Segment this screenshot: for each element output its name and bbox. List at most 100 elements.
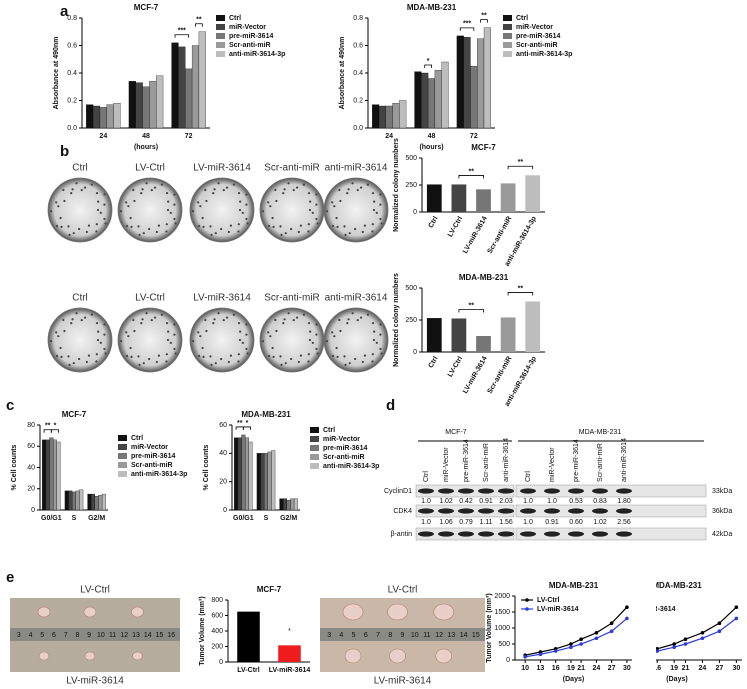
legend-swatch: [503, 15, 512, 21]
blot-band: [520, 531, 536, 537]
colony: [348, 232, 351, 235]
colony: [60, 225, 63, 228]
blot-band: [418, 488, 434, 494]
colony: [287, 312, 290, 315]
significance-bracket: [458, 309, 484, 313]
colony: [153, 316, 157, 319]
colony: [237, 360, 240, 363]
legend-swatch: [310, 463, 319, 469]
ruler-number: 15: [156, 632, 164, 639]
bar: [241, 434, 246, 511]
bar: [98, 494, 103, 511]
significance-bracket: [174, 34, 190, 38]
colony: [145, 182, 148, 185]
y-tick-label: 0.8: [67, 15, 77, 22]
bar: [56, 441, 61, 511]
blot-row-label: CDK4: [393, 508, 412, 515]
legend-swatch: [310, 445, 319, 451]
colony: [338, 188, 341, 192]
legend-label: pre-miR-3614: [131, 453, 175, 460]
ruler: [10, 628, 180, 641]
bar: [385, 105, 393, 129]
colony: [361, 360, 364, 364]
colony: [237, 353, 240, 356]
blot-quant: 0.91: [545, 519, 559, 526]
colony: [95, 321, 99, 325]
plate-label: LV-Ctrl: [135, 293, 165, 304]
blot-size: 42kDa: [712, 531, 732, 538]
colony: [160, 183, 163, 186]
ruler-number: 16: [167, 632, 175, 639]
bar: [372, 104, 380, 129]
legend-label: miR-Vector: [323, 436, 360, 443]
colony: [339, 329, 342, 333]
legend-marker: [525, 607, 529, 611]
colony: [214, 232, 217, 235]
lane-label: miR-Vector: [549, 447, 556, 482]
legend-label: Ctrl: [323, 427, 335, 434]
colony: [237, 223, 240, 226]
legend-label: miR-Vector: [229, 24, 266, 31]
marker: [569, 642, 573, 646]
y-tick-label: 2000: [494, 593, 510, 600]
colony: [95, 360, 98, 363]
legend-label: Scr-anti-miR: [516, 42, 558, 49]
line: [656, 617, 737, 652]
colony: [60, 355, 63, 358]
colony: [87, 224, 91, 227]
ruler-number: 4: [339, 632, 343, 639]
x-tick-label: G2/M: [280, 515, 297, 522]
y-tick-label: 60: [27, 443, 35, 450]
marker: [594, 631, 599, 635]
x-axis-label: (Days): [563, 676, 584, 683]
colony: [336, 355, 339, 358]
colony: [165, 321, 169, 325]
colony: [167, 330, 170, 333]
x-tick-label: 21: [682, 665, 690, 672]
bar: [234, 437, 239, 511]
ruler-number: 6: [364, 632, 368, 639]
colony: [99, 211, 102, 214]
y-tick-label: 200: [211, 643, 223, 650]
colony: [272, 225, 275, 228]
colony: [125, 354, 129, 358]
colony: [245, 323, 248, 326]
colony: [363, 354, 367, 357]
legend-swatch: [503, 33, 512, 39]
colony: [212, 322, 215, 325]
colony: [222, 318, 225, 322]
annotation: *: [427, 58, 430, 65]
bar: [463, 37, 471, 129]
colony: [130, 225, 133, 228]
chart: MCF-7 0.0 0.2 0.4 0.6 0.8 Absorbance at 490nm (…: [53, 3, 286, 151]
colony: [141, 318, 144, 321]
colony: [238, 208, 242, 212]
colony: [267, 354, 271, 358]
colony: [315, 323, 318, 326]
tumor: [37, 606, 51, 618]
legend-swatch: [216, 33, 225, 39]
colony: [213, 188, 216, 191]
blot-band: [498, 488, 514, 494]
blot-quant: 1.0: [421, 519, 431, 526]
legend-swatch: [216, 51, 225, 57]
ruler-number: 13: [447, 632, 455, 639]
bar: [286, 499, 291, 511]
colony: [174, 352, 177, 355]
colony: [356, 188, 359, 192]
legend-swatch: [503, 51, 512, 57]
colony: [331, 354, 335, 358]
marker: [734, 616, 739, 621]
blot-group: MDA-MB-231: [579, 429, 622, 436]
x-tick-label: 24: [99, 133, 107, 140]
colony: [210, 363, 213, 366]
marker: [700, 636, 705, 641]
colony: [373, 200, 376, 203]
tumor: [84, 651, 96, 661]
legend-label: Ctrl: [516, 15, 528, 22]
marker: [683, 642, 688, 646]
tumor: [83, 606, 97, 618]
colony: [67, 355, 70, 358]
legend-swatch: [118, 471, 127, 477]
